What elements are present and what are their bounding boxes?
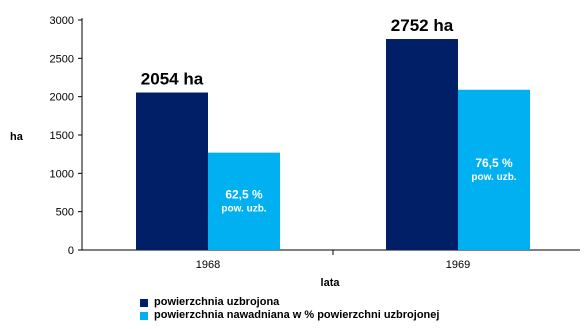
y-tick-label: 1500 <box>50 130 74 142</box>
y-tick-label: 500 <box>56 207 74 219</box>
bar-1969-series-2 <box>458 89 530 251</box>
y-tick-label: 2500 <box>50 53 74 65</box>
x-tick-label-1968: 1968 <box>196 259 220 271</box>
y-tick-label: 2000 <box>50 92 74 104</box>
y-axis-ticks: 0 500 1000 1500 2000 2500 3000 <box>50 15 82 257</box>
data-sublabel-1969-series-2: pow. uzb. <box>471 172 516 183</box>
y-tick-label: 3000 <box>50 15 74 27</box>
bar-1968-series-2 <box>208 152 280 250</box>
x-axis-ticks: 1968 1969 <box>196 250 470 271</box>
y-tick-label: 1000 <box>50 168 74 180</box>
y-tick-label: 0 <box>68 245 74 257</box>
bar-1969-series-1 <box>386 39 458 250</box>
x-axis-label: lata <box>321 277 341 289</box>
bar-1968-series-1 <box>136 92 208 250</box>
legend-swatch-series-1 <box>140 298 148 307</box>
legend-item-series-1: powierzchnia uzbrojona <box>140 296 439 309</box>
y-axis-label: ha <box>10 131 24 143</box>
legend-swatch-series-2 <box>140 311 148 320</box>
legend: powierzchnia uzbrojona powierzchnia nawa… <box>140 296 439 322</box>
data-label-1969-series-1: 2752 ha <box>391 16 454 35</box>
data-label-1969-series-2: 76,5 % <box>475 156 513 170</box>
data-label-1968-series-2: 62,5 % <box>225 187 263 201</box>
data-label-1968-series-1: 2054 ha <box>141 70 204 89</box>
bars: 2054 ha 62,5 % pow. uzb. 2752 ha 76,5 % pow. … <box>136 16 530 251</box>
x-tick-label-1969: 1969 <box>446 259 470 271</box>
legend-label-series-1: powierzchnia uzbrojona <box>154 296 280 308</box>
legend-item-series-2: powierzchnia nawadniana w % powierzchni … <box>140 309 439 322</box>
data-sublabel-1968-series-2: pow. uzb. <box>221 203 266 214</box>
legend-label-series-2: powierzchnia nawadniana w % powierzchni … <box>154 309 440 321</box>
